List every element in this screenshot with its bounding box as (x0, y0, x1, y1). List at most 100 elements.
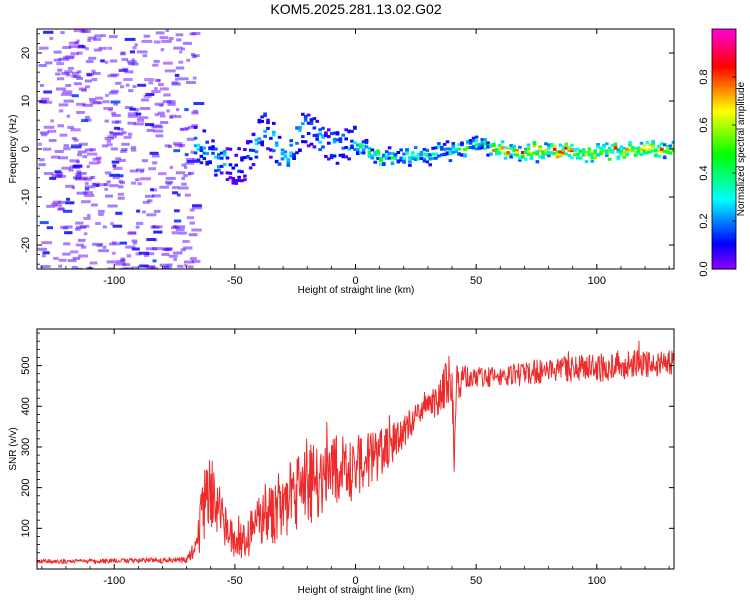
spectrogram-noise-cell (85, 60, 94, 63)
spectrogram-noise-cell (178, 60, 184, 64)
spectrogram-ridge-cell (254, 155, 259, 159)
spectrogram-ridge-cell (512, 153, 516, 157)
spectrogram-noise-cell (135, 178, 140, 182)
colorbar-band (712, 69, 736, 72)
spectrogram-noise-cell (77, 153, 82, 157)
spectrogram-ridge-cell (353, 125, 357, 129)
spectrogram-ridge-cell (280, 148, 285, 152)
spectrogram-noise-cell (68, 41, 79, 45)
spectrogram-noise-cell (136, 209, 141, 213)
colorbar-band (712, 247, 736, 250)
spectrogram-noise-cell (175, 33, 184, 37)
spectrogram-noise-cell (109, 59, 118, 63)
spectrogram-noise-cell (73, 138, 79, 142)
spectrogram-noise-cell (145, 252, 155, 256)
spectrogram-ridge-cell (622, 146, 626, 150)
spectrogram-noise-cell (57, 200, 66, 204)
spectrogram-ridge-cell (587, 149, 592, 153)
colorbar-band (712, 67, 736, 70)
spectrogram-ridge-cell (474, 147, 479, 151)
spectrogram-noise-cell (159, 36, 169, 40)
spectrogram-noise-cell (132, 241, 137, 245)
colorbar-band (712, 133, 736, 136)
colorbar: 0.0 0.2 0.4 0.6 0.8 Normalized spectral ampl… (698, 28, 747, 277)
spectrogram-ridge-cell (631, 146, 635, 149)
spectrogram-noise-cell (68, 45, 80, 49)
spectrogram-noise-cell (149, 151, 159, 155)
colorbar-band (712, 33, 736, 36)
spectrogram-noise-cell (39, 221, 49, 225)
spectrogram-ridge-cell (506, 147, 511, 150)
spectrogram-ridge-cell (419, 151, 424, 154)
spectrogram-ridge-cell (361, 144, 366, 148)
colorbar-band (712, 217, 736, 220)
spectrogram-ridge-cell (448, 151, 453, 154)
spectrogram-noise-cell (73, 164, 83, 168)
spectrogram-ridge-cell (341, 155, 346, 159)
spectrogram-ridge-cell (431, 157, 435, 160)
colorbar-band (712, 215, 736, 218)
spectrogram-noise-cell (84, 181, 89, 185)
spectrogram-ridge-cell (237, 179, 241, 182)
spectrogram-ridge-cell (538, 145, 542, 149)
spectrogram-noise-cell (134, 43, 138, 47)
colorbar-band (712, 117, 736, 120)
spectrogram-noise-cell (154, 87, 158, 91)
snr-x-tick-label: 0 (352, 575, 358, 587)
spectrogram-ridge-cell (208, 161, 212, 165)
spectrogram-noise-cell (38, 64, 47, 67)
spectrogram-noise-cell (98, 209, 105, 213)
spectrogram-ridge-cell (370, 148, 375, 152)
spectrogram-noise-cell (145, 123, 154, 127)
spectrogram-noise-cell (181, 47, 186, 51)
spectrogram-ridge-cell (419, 157, 424, 160)
spectrogram-noise-cell (137, 83, 147, 87)
spectrogram-noise-cell (159, 103, 164, 107)
spectrogram-noise-cell (187, 171, 195, 175)
snr-y-tick-label: 400 (20, 397, 32, 415)
spectrogram-ridge-cell (610, 149, 615, 153)
spectrogram-ridge-cell (561, 145, 566, 149)
spectrogram-ridge-cell (324, 155, 328, 158)
spectrogram-ridge-cell (338, 140, 343, 143)
colorbar-band (712, 91, 736, 94)
spectrogram-ridge-cell (266, 118, 270, 122)
spectrogram-ridge-cell (437, 142, 441, 146)
spectrogram-ridge-cell (193, 136, 198, 140)
spectrogram-ridge-cell (335, 132, 340, 136)
spectrogram-ridge-cell (266, 121, 270, 125)
spectrogram-noise-cell (58, 264, 63, 268)
spectrogram-noise-cell (164, 144, 171, 148)
spectrogram-ridge-cell (399, 148, 403, 152)
spectrogram-ridge-cell (622, 153, 626, 157)
spectrogram-noise-cell (85, 85, 90, 89)
spectrogram-ridge-cell (367, 155, 372, 158)
spectrogram-ridge-cell (460, 141, 464, 145)
spectrogram-ridge-cell (413, 146, 418, 150)
colorbar-band (712, 63, 736, 66)
spectrogram-noise-cell (44, 172, 54, 175)
spectrogram-noise-cell (44, 61, 53, 65)
colorbar-band (712, 99, 736, 102)
spectrogram-noise-cell (91, 175, 96, 179)
spectrogram-ridge-cell (613, 142, 618, 146)
spectrogram-ridge-cell (578, 149, 583, 153)
spectrogram-noise-cell (63, 56, 74, 60)
spectrogram-noise-cell (137, 116, 149, 120)
spectrogram-noise-cell (111, 114, 121, 117)
spectrogram-noise-cell (189, 208, 195, 212)
spectrogram-noise-cell (66, 114, 71, 118)
spectrogram-noise-cell (69, 250, 79, 254)
spectrogram-ridge-cell (347, 157, 351, 161)
spectrogram-noise-cell (64, 231, 73, 235)
snr-y-axis-label: SNR (v/v) (8, 427, 19, 470)
colorbar-band (712, 237, 736, 240)
spectrogram-ridge-cell (468, 146, 473, 149)
spectrogram-noise-cell (105, 93, 109, 97)
spectrogram-ridge-cell (193, 144, 198, 148)
spectrogram-noise-cell (138, 251, 150, 255)
spectrogram-noise-cell (151, 154, 160, 158)
spectrogram-ridge-cell (564, 152, 569, 156)
spectrogram-ridge-cell (234, 153, 238, 157)
spectrogram-noise-cell (154, 113, 160, 117)
